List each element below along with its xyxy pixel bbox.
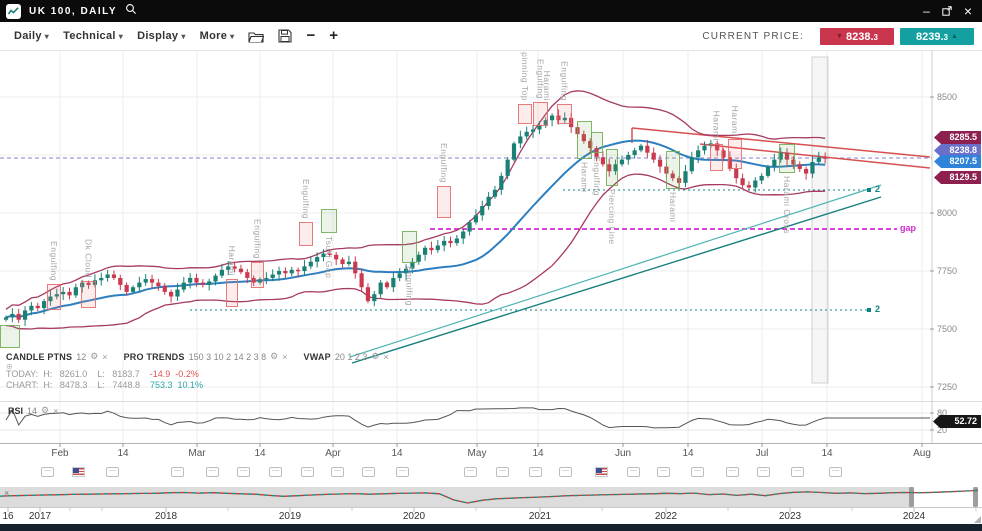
close-button[interactable]: × bbox=[963, 3, 972, 19]
chevron-down-icon: ▾ bbox=[230, 32, 235, 41]
indicator-legend: CANDLE PTNS 12 ⚙ × PRO TRENDS 150 3 10 2 1… bbox=[6, 351, 405, 362]
close-icon[interactable]: × bbox=[102, 351, 108, 362]
navigator-left-handle[interactable] bbox=[909, 487, 914, 507]
zoom-out-button[interactable]: − bbox=[306, 27, 316, 44]
technical-menu[interactable]: Technical ▾ bbox=[63, 30, 124, 42]
legend-candle-patterns: CANDLE PTNS 12 ⚙ × bbox=[6, 351, 108, 362]
more-menu[interactable]: More ▾ bbox=[199, 30, 235, 42]
timeframe-menu[interactable]: Daily ▾ bbox=[14, 30, 50, 42]
rsi-line bbox=[5, 407, 930, 429]
open-folder-icon[interactable] bbox=[248, 30, 265, 43]
add-indicator-icon[interactable]: ⊕ bbox=[6, 362, 13, 371]
ask-price-badge: 8239.3 ▲ bbox=[900, 27, 974, 45]
rsi-value-badge: 52.72 bbox=[933, 415, 981, 428]
display-menu[interactable]: Display ▾ bbox=[137, 30, 186, 42]
gear-icon[interactable]: ⚙ bbox=[41, 405, 50, 415]
chevron-down-icon: ▾ bbox=[181, 32, 186, 41]
current-price-label: CURRENT PRICE: bbox=[702, 30, 804, 42]
navigator-track[interactable] bbox=[0, 487, 911, 507]
app-logo-icon bbox=[6, 3, 21, 19]
gear-icon[interactable]: ⚙ bbox=[90, 351, 99, 361]
window-title: UK 100, DAILY bbox=[29, 5, 118, 17]
gridlines bbox=[0, 51, 982, 447]
candles-layer bbox=[3, 109, 828, 326]
today-stats-row: TODAY: H: 8261.0 L: 8183.7 -14.9 -0.2% bbox=[6, 369, 199, 379]
rsi-legend: RSI 14 ⚙ × bbox=[8, 405, 59, 416]
search-icon[interactable] bbox=[125, 2, 137, 20]
save-icon[interactable] bbox=[278, 29, 293, 43]
close-icon[interactable]: × bbox=[282, 351, 288, 362]
crosshair-column-highlight bbox=[811, 56, 829, 384]
title-bar: UK 100, DAILY – × bbox=[0, 0, 982, 22]
gear-icon[interactable]: ⚙ bbox=[371, 351, 380, 361]
gear-icon[interactable]: ⚙ bbox=[270, 351, 279, 361]
legend-vwap: VWAP 20 1 2 3 ⚙ × bbox=[303, 351, 389, 362]
chevron-down-icon: ▾ bbox=[44, 32, 50, 41]
vwap-line bbox=[5, 139, 826, 319]
legend-pro-trends: PRO TRENDS 150 3 10 2 14 2 3 8 ⚙ × bbox=[123, 351, 288, 362]
upper-band-line bbox=[5, 90, 826, 310]
navigator-close-icon[interactable]: × bbox=[4, 488, 10, 498]
lower-band-line bbox=[5, 173, 826, 330]
close-icon[interactable]: × bbox=[53, 405, 59, 416]
restore-button[interactable] bbox=[942, 5, 952, 17]
bid-price-badge: ▼ 8238.3 bbox=[820, 27, 894, 45]
bottom-bar bbox=[0, 524, 982, 531]
chart-toolbar: Daily ▾ Technical ▾ Display ▾ More ▾ − + CUR… bbox=[0, 22, 982, 51]
up-arrow-icon: ▲ bbox=[951, 32, 958, 40]
navigator-selection[interactable] bbox=[913, 487, 973, 507]
resize-grip[interactable] bbox=[974, 516, 981, 523]
chevron-down-icon: ▾ bbox=[118, 32, 124, 41]
navigator-series-teal bbox=[0, 489, 979, 504]
minimize-button[interactable]: – bbox=[923, 4, 930, 18]
down-arrow-icon: ▼ bbox=[836, 32, 843, 40]
zoom-in-button[interactable]: + bbox=[329, 27, 338, 44]
chart-stats-row: CHART: H: 8478.3 L: 7448.8 753.3 10.1% bbox=[6, 380, 204, 390]
navigator-right-handle[interactable] bbox=[973, 487, 978, 507]
close-icon[interactable]: × bbox=[383, 351, 389, 362]
trend-lines-layer bbox=[0, 127, 932, 364]
